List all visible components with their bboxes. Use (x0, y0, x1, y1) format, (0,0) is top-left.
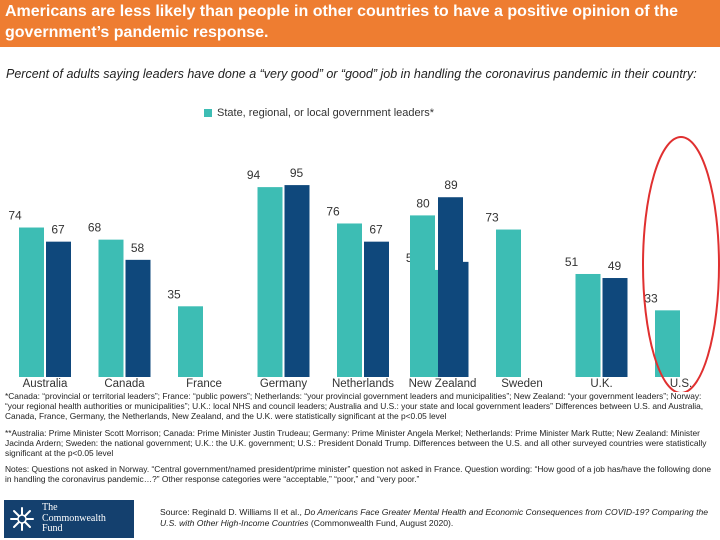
category-label-4: Netherlands (332, 378, 394, 390)
bar-navy-3 (284, 185, 310, 377)
source-prefix: Source: Reginald D. Williams II et al., (160, 507, 305, 517)
logo-line-1: The (42, 502, 58, 514)
value-label-navy-7: 49 (608, 259, 622, 273)
category-label-3: Germany (260, 378, 308, 390)
legend-swatch-teal (204, 109, 212, 117)
value-label-teal-6: 73 (485, 211, 499, 225)
bar-teal-4 (337, 223, 362, 377)
bar-teal-2 (178, 306, 203, 377)
category-label-6: Sweden (501, 378, 543, 390)
footnote-3: Notes: Questions not asked in Norway. “C… (5, 464, 712, 485)
value-label-teal-1: 68 (88, 221, 102, 235)
bar-extra-0 (410, 215, 435, 377)
value-label-navy-1: 58 (131, 241, 145, 255)
commonwealth-fund-logo: The Commonwealth Fund (4, 500, 134, 538)
value-label-teal-4: 76 (326, 204, 340, 218)
value-label-navy-4: 67 (369, 223, 383, 237)
legend-label: State, regional, or local government lea… (217, 107, 435, 119)
footnote-1: *Canada: “provincial or territorial lead… (5, 391, 704, 422)
source-title: Do Americans Face Greater Mental Health … (160, 507, 709, 528)
bar-teal-0 (19, 227, 44, 377)
value-label-teal-0: 74 (8, 209, 22, 223)
value-label-navy-0: 67 (51, 223, 65, 237)
value-label-teal-2: 35 (167, 287, 181, 301)
source-suffix: (Commonwealth Fund, August 2020). (308, 518, 454, 528)
bar-teal-1 (98, 239, 124, 377)
bar-navy-0 (46, 241, 71, 377)
category-label-0: Australia (23, 378, 68, 390)
bar-navy-1 (125, 259, 151, 377)
footnotes: *Canada: “provincial or territorial lead… (5, 391, 717, 491)
category-label-8: U.S. (670, 378, 692, 390)
bar-teal-8 (655, 310, 680, 377)
logo-wordmark: The Commonwealth Fund (42, 503, 106, 535)
footnote-2: **Australia: Prime Minister Scott Morris… (5, 427, 707, 459)
bar-extra-1 (438, 197, 463, 377)
chart-legend: State, regional, or local government lea… (204, 107, 434, 119)
bar-teal-7 (575, 273, 601, 377)
title-banner: Americans are less likely than people in… (0, 0, 720, 47)
snowflake-seal-icon (10, 507, 34, 531)
value-label-navy-3: 95 (290, 166, 304, 180)
bar-teal-6 (496, 229, 521, 377)
bar-navy-4 (364, 241, 389, 377)
category-label-2: France (186, 378, 222, 390)
value-label-teal-8: 33 (644, 291, 658, 305)
highlight-ring-us (642, 136, 720, 392)
logo-line-2: Commonwealth (42, 512, 106, 524)
value-label-teal-7: 51 (565, 255, 579, 269)
category-label-1: Canada (104, 378, 145, 390)
value-label-extra-0: 80 (416, 196, 430, 210)
bar-navy-7 (602, 278, 628, 377)
category-label-7: U.K. (590, 378, 612, 390)
logo-line-3: Fund (42, 523, 63, 535)
bar-teal-3 (257, 187, 283, 377)
chart-title: Americans are less likely than people in… (5, 3, 679, 41)
bar-chart: 74 67 Australia 68 58 Canada 35 France 94 95 Germa… (8, 136, 720, 392)
chart-subtitle: Percent of adults saying leaders have do… (6, 67, 697, 81)
value-label-teal-3: 94 (247, 168, 261, 182)
source-citation: Source: Reginald D. Williams II et al., … (160, 507, 716, 529)
value-label-extra-1: 89 (444, 178, 458, 192)
category-label-5: New Zealand (409, 378, 477, 390)
